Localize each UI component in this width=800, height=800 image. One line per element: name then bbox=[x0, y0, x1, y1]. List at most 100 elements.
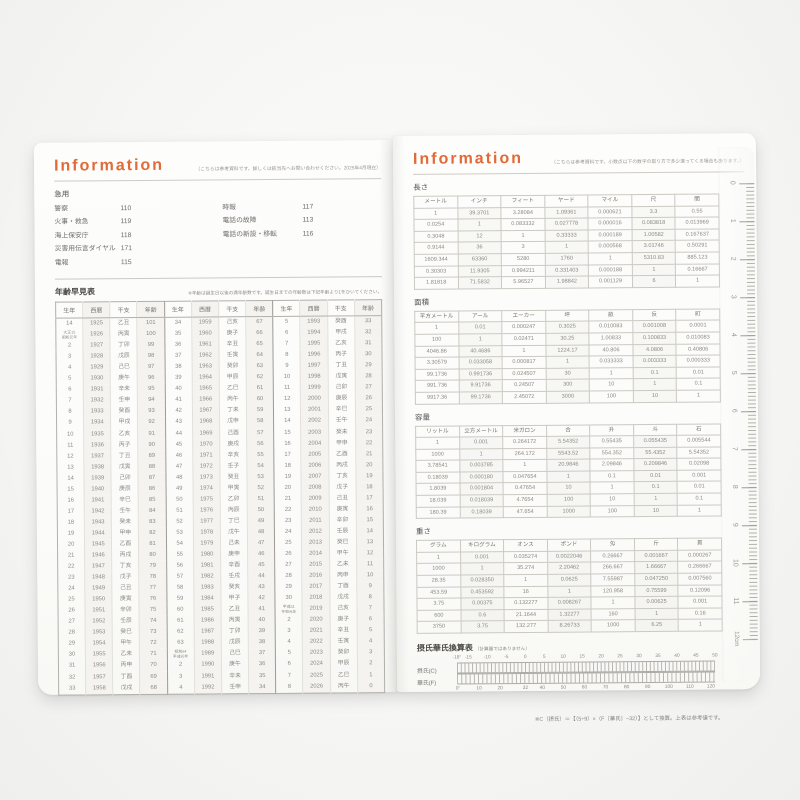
age-cell: 10 bbox=[66, 431, 74, 438]
conv-cell: 3000 bbox=[546, 390, 590, 403]
conv-cell: 3.75 bbox=[416, 598, 461, 611]
age-cell: 1925 bbox=[82, 317, 111, 330]
age-cell: 32 bbox=[68, 674, 76, 681]
conv-cell: 0.264172 bbox=[502, 436, 547, 449]
conv-col-header: 石 bbox=[676, 423, 721, 436]
fahrenheit-tick: 70 bbox=[602, 685, 609, 691]
fahrenheit-tick: 110 bbox=[686, 684, 694, 690]
age-cell: 1946 bbox=[84, 550, 112, 562]
conv-cell: 1 bbox=[460, 563, 504, 576]
age-cell: 1970 bbox=[192, 438, 220, 451]
age-cell: 甲午 bbox=[112, 638, 140, 650]
age-cell: 癸亥 bbox=[220, 582, 248, 594]
conv-col-header: 匁 bbox=[590, 538, 635, 551]
conv-cell: 1 bbox=[590, 482, 634, 495]
age-cell: 壬申 bbox=[110, 395, 138, 407]
conv-cell: 0.266667 bbox=[678, 561, 722, 574]
celsius-tick: 0 bbox=[523, 654, 527, 661]
age-cell: 己丑 bbox=[112, 583, 140, 595]
age-cell: 丁卯 bbox=[221, 626, 249, 638]
fahrenheit-tick: 50 bbox=[560, 685, 567, 691]
age-cell: 30 bbox=[275, 592, 303, 605]
age-cell: 21 bbox=[67, 552, 75, 559]
conv-cell: 132.277 bbox=[504, 620, 548, 633]
conv-cell: 0.035274 bbox=[503, 551, 548, 564]
age-cell: 2013 bbox=[301, 537, 330, 549]
age-cell: 1933 bbox=[83, 406, 111, 418]
conv-cell: 0.1 bbox=[677, 493, 722, 505]
age-cell: 66 bbox=[245, 328, 274, 340]
age-cell: 84 bbox=[138, 505, 166, 517]
age-cell: 1952 bbox=[85, 616, 113, 628]
age-cell: 26 bbox=[68, 607, 75, 614]
conv-cell: 180.39 bbox=[416, 506, 460, 519]
conv-cell: 0.75599 bbox=[634, 584, 679, 597]
age-cell: 58 bbox=[246, 416, 274, 428]
age-cell: 11 bbox=[273, 383, 301, 395]
conv-cell: 1 bbox=[632, 263, 676, 276]
age-cell: 55 bbox=[166, 549, 194, 561]
conv-cell: 885.123 bbox=[675, 251, 720, 264]
celsius-tick: 25 bbox=[617, 654, 623, 660]
age-cell: 60 bbox=[246, 394, 274, 406]
age-cell: 甲申 bbox=[328, 437, 356, 450]
conv-cell: 1 bbox=[502, 459, 547, 472]
age-cell: 1 bbox=[357, 669, 385, 681]
age-cell: 平成31 令和元年 bbox=[275, 603, 303, 616]
age-cell: 62 bbox=[246, 372, 274, 384]
age-cell: 83 bbox=[138, 516, 167, 528]
conv-cell: 0.331403 bbox=[545, 264, 589, 277]
conv-cell: 3.01746 bbox=[631, 240, 676, 253]
age-cell: 丁卯 bbox=[110, 340, 138, 352]
conv-cell: 100 bbox=[589, 390, 634, 403]
conv-cell: 10 bbox=[633, 390, 677, 403]
conv-cell: 0.01 bbox=[677, 481, 722, 494]
age-cell: 2024 bbox=[302, 659, 331, 671]
age-cell: 54 bbox=[246, 460, 275, 472]
age-cell: 癸酉 bbox=[327, 315, 355, 328]
age-cell: 2002 bbox=[300, 415, 329, 428]
fahrenheit-tick: 120 bbox=[706, 684, 715, 690]
conv-cell: 0.003785 bbox=[459, 459, 504, 472]
age-cell: 21 bbox=[274, 493, 302, 505]
age-cell: 76 bbox=[139, 594, 167, 606]
conv-cell: 0.000267 bbox=[677, 549, 722, 562]
age-cell: 1966 bbox=[192, 394, 220, 407]
age-cell: 己酉 bbox=[219, 427, 247, 439]
age-cell: 1964 bbox=[191, 372, 220, 384]
age-cell: 52 bbox=[165, 516, 194, 528]
age-cell: 丁酉 bbox=[329, 581, 357, 593]
conv-cell: 0.083332 bbox=[501, 218, 545, 231]
age-cell: 1976 bbox=[192, 505, 221, 517]
conv-col-header: 立方メートル bbox=[459, 425, 503, 438]
conv-cell: 0.001 bbox=[460, 551, 504, 564]
age-cell: 65 bbox=[246, 339, 274, 351]
conv-cell: 10 bbox=[634, 504, 678, 517]
age-cell: 1926 bbox=[82, 329, 111, 341]
conv-cell: 0.209846 bbox=[633, 458, 678, 471]
age-cell: 2001 bbox=[300, 404, 329, 417]
conv-cell: 1 bbox=[588, 252, 633, 265]
age-cell: 1990 bbox=[194, 659, 222, 672]
age-cell: 96 bbox=[137, 373, 165, 385]
age-cell: 33 bbox=[354, 315, 382, 328]
age-table-row: 33 1958 戊戌 68 4 1992 壬申 34 8 2026 丙午 0 bbox=[59, 680, 385, 695]
age-cell: 庚寅 bbox=[112, 594, 140, 606]
emergency-item: 警察 110 bbox=[54, 201, 222, 216]
conv-cell: 0.26667 bbox=[590, 550, 635, 563]
conv-cell: 0.1 bbox=[590, 470, 634, 483]
age-cell: 2026 bbox=[303, 681, 331, 693]
age-cell: 91 bbox=[138, 428, 166, 440]
age-cell: 36 bbox=[164, 339, 192, 351]
age-cell: 2007 bbox=[301, 471, 329, 483]
age-cell: 37 bbox=[164, 350, 192, 363]
conv-cell: 1609.344 bbox=[414, 253, 458, 266]
conv-cell: 3750 bbox=[417, 621, 461, 634]
conv-cell: 0.132277 bbox=[504, 597, 548, 610]
conv-cell: 0.028350 bbox=[460, 574, 504, 587]
age-cell: 22 bbox=[68, 563, 75, 570]
age-cell: 19 bbox=[355, 470, 384, 483]
right-page-header: Information （こちらは参考資料です。小数点以下の数字の取り方で多少違… bbox=[412, 148, 745, 175]
age-cell: 丙午 bbox=[330, 680, 358, 693]
age-cell: 98 bbox=[137, 350, 165, 363]
